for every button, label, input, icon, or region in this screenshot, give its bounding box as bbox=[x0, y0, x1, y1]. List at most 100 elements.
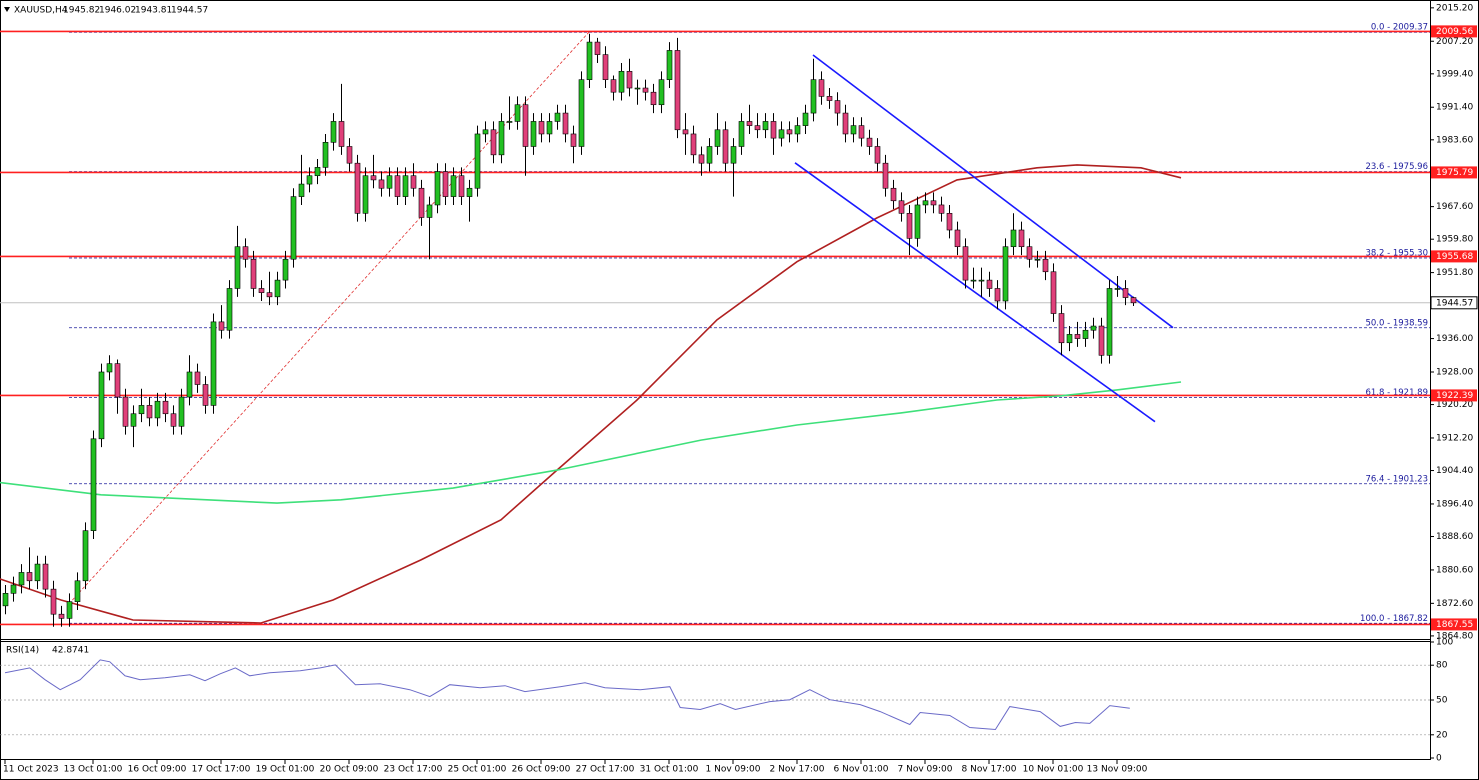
candle-body bbox=[1002, 246, 1009, 302]
candle-body bbox=[530, 121, 537, 147]
candle-body bbox=[754, 125, 761, 131]
ohlc-close: 1944.57 bbox=[171, 6, 208, 16]
candle-body bbox=[802, 112, 809, 126]
x-tick-label: 19 Oct 01:00 bbox=[256, 765, 315, 775]
candle-body bbox=[874, 146, 881, 164]
x-tick-label: 1 Nov 09:00 bbox=[706, 765, 761, 775]
y-tick-label: 1912.20 bbox=[1436, 433, 1473, 443]
candle-body bbox=[1090, 325, 1097, 331]
y-tick-label: 1880.60 bbox=[1436, 565, 1473, 575]
candle-body bbox=[274, 279, 281, 298]
ohlc-low: 1943.81 bbox=[135, 6, 172, 16]
candle-body bbox=[1058, 313, 1065, 344]
candle-body bbox=[338, 121, 345, 147]
fib-label: 23.6 - 1975.96 bbox=[1365, 162, 1428, 172]
candle-body bbox=[818, 79, 825, 97]
candle-body bbox=[322, 142, 329, 168]
candle-body bbox=[858, 125, 865, 139]
indicator-line bbox=[794, 162, 1156, 423]
candle-body bbox=[18, 572, 25, 586]
candle-body bbox=[1082, 329, 1089, 339]
y-tick-label: 1872.60 bbox=[1436, 599, 1473, 609]
candle-body bbox=[10, 584, 17, 594]
x-tick-label: 23 Oct 17:00 bbox=[384, 765, 443, 775]
candle-body bbox=[834, 100, 841, 114]
candle-body bbox=[218, 321, 225, 331]
candle-body bbox=[498, 121, 505, 156]
level-label: 1922.39 bbox=[1436, 391, 1473, 401]
candle-body bbox=[234, 246, 241, 289]
symbol: XAUUSD,H4 bbox=[14, 6, 68, 16]
candle-body bbox=[266, 292, 273, 298]
y-tick-label: 50 bbox=[1436, 696, 1448, 706]
candle-body bbox=[770, 121, 777, 139]
candle-body bbox=[2, 593, 9, 607]
candle-body bbox=[402, 175, 409, 197]
y-tick-label: 1888.60 bbox=[1436, 532, 1473, 542]
candle-body bbox=[194, 371, 201, 385]
indicator-line bbox=[812, 54, 1174, 329]
candle-body bbox=[394, 175, 401, 197]
candle-body bbox=[618, 71, 625, 93]
candle-body bbox=[762, 121, 769, 131]
candle-body bbox=[578, 79, 585, 147]
candle-body bbox=[970, 279, 977, 282]
candle-body bbox=[1066, 334, 1073, 344]
candle-body bbox=[554, 112, 561, 122]
candle-body bbox=[362, 175, 369, 214]
candle-body bbox=[1010, 229, 1017, 248]
candle-body bbox=[1122, 288, 1129, 298]
candle-body bbox=[34, 563, 41, 582]
y-tick-label: 1936.00 bbox=[1436, 334, 1473, 344]
candle-body bbox=[922, 200, 929, 206]
candle-body bbox=[1130, 297, 1137, 304]
x-tick-label: 13 Nov 09:00 bbox=[1087, 765, 1148, 775]
candle-body bbox=[330, 121, 337, 143]
candle-body bbox=[666, 50, 673, 80]
candle-body bbox=[930, 200, 937, 206]
candle-body bbox=[490, 129, 497, 156]
candle-body bbox=[82, 530, 89, 582]
candle-body bbox=[794, 125, 801, 135]
candle-body bbox=[298, 183, 305, 197]
candle-body bbox=[674, 50, 681, 131]
level-label: 1975.79 bbox=[1436, 168, 1473, 178]
level-tag bbox=[1431, 250, 1477, 263]
candle-body bbox=[1026, 246, 1033, 260]
y-tick-label: 2007.20 bbox=[1436, 37, 1473, 47]
y-tick-label: 1967.60 bbox=[1436, 202, 1473, 212]
x-tick-label: 6 Nov 01:00 bbox=[834, 765, 889, 775]
candle-body bbox=[906, 213, 913, 239]
indicator-line bbox=[0, 381, 1182, 504]
candle-body bbox=[978, 279, 985, 282]
x-tick-label: 26 Oct 09:00 bbox=[512, 765, 571, 775]
candle-body bbox=[1074, 334, 1081, 339]
candle-body bbox=[954, 229, 961, 248]
y-tick-label: 1959.80 bbox=[1436, 235, 1473, 245]
indicator-line bbox=[0, 164, 1182, 624]
candle-body bbox=[314, 167, 321, 177]
candle-body bbox=[898, 200, 905, 214]
candle-body bbox=[714, 129, 721, 147]
x-tick-label: 31 Oct 01:00 bbox=[640, 765, 699, 775]
candle-body bbox=[354, 162, 361, 214]
candle-body bbox=[154, 400, 161, 419]
candle-body bbox=[690, 133, 697, 156]
candle-body bbox=[514, 104, 521, 122]
candle-body bbox=[242, 246, 249, 260]
candle-body bbox=[722, 129, 729, 164]
level-label: 1955.68 bbox=[1436, 252, 1473, 262]
x-tick-label: 17 Oct 17:00 bbox=[192, 765, 251, 775]
y-tick-label: 100 bbox=[1436, 638, 1453, 648]
candle-body bbox=[738, 121, 745, 147]
x-tick-label: 7 Nov 09:00 bbox=[898, 765, 953, 775]
candle-body bbox=[522, 104, 529, 147]
candle-body bbox=[698, 154, 705, 164]
fib-label: 0.0 - 2009.37 bbox=[1371, 23, 1428, 33]
candle-body bbox=[538, 121, 545, 135]
candle-body bbox=[1098, 325, 1105, 356]
candle-body bbox=[610, 79, 617, 93]
x-tick-label: 13 Oct 01:00 bbox=[64, 765, 123, 775]
